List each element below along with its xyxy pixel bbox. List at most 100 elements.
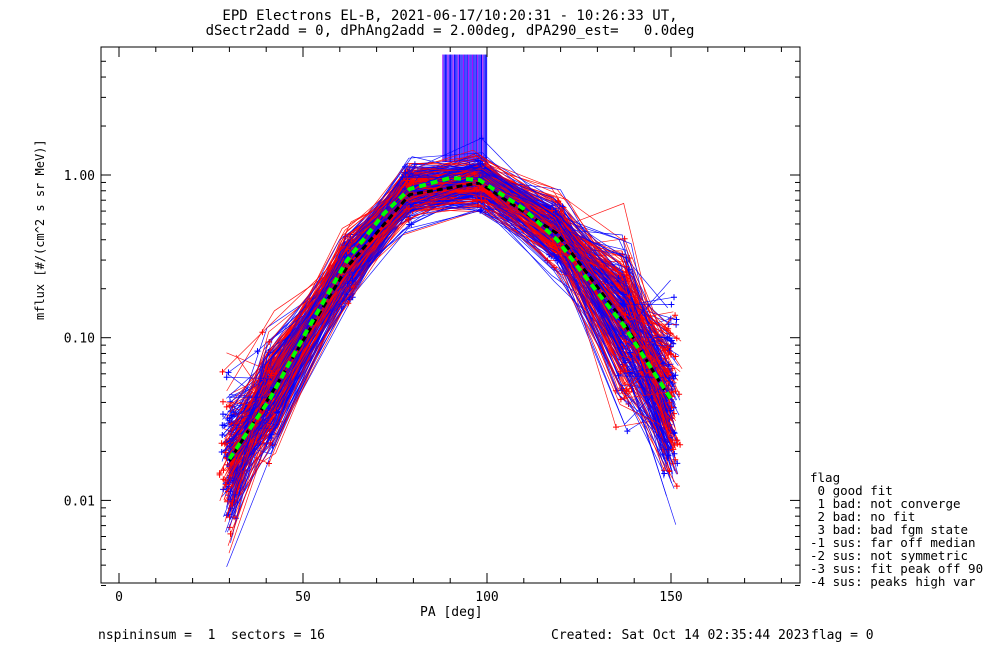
series-point bbox=[405, 205, 412, 212]
legend-entry: -3 sus: fit peak off 90 bbox=[810, 561, 984, 576]
series-point bbox=[410, 179, 417, 186]
series-point bbox=[225, 369, 232, 376]
series-point bbox=[273, 409, 280, 416]
series-point bbox=[615, 372, 622, 379]
series-point bbox=[344, 280, 351, 287]
series-line bbox=[227, 163, 671, 447]
series-point bbox=[553, 254, 560, 261]
series-point bbox=[662, 355, 669, 362]
series-point bbox=[408, 201, 414, 208]
chart-title-line2: dSectr2add = 0, dPhAng2add = 2.00deg, dP… bbox=[205, 23, 695, 39]
series-point bbox=[216, 470, 223, 477]
series-point bbox=[219, 422, 226, 429]
series-point bbox=[231, 514, 238, 521]
flag-legend: flag 0 good fit 1 bad: not converge 2 ba… bbox=[810, 471, 983, 588]
series-line bbox=[230, 188, 674, 464]
series-line bbox=[228, 200, 670, 491]
series-point bbox=[671, 450, 678, 457]
series-point bbox=[622, 338, 629, 345]
x-tick-label: 100 bbox=[475, 590, 498, 605]
x-axis-label: PA [deg] bbox=[420, 605, 483, 620]
series-point bbox=[266, 339, 273, 345]
series-point bbox=[222, 477, 229, 484]
series-point bbox=[557, 208, 564, 215]
series-point bbox=[671, 410, 677, 417]
series-point bbox=[220, 486, 227, 493]
series-line bbox=[228, 166, 671, 398]
series-point bbox=[673, 316, 680, 323]
series-point bbox=[411, 161, 418, 168]
series-line bbox=[222, 168, 669, 373]
footer-flag: flag = 0 bbox=[811, 628, 874, 643]
series-line bbox=[229, 156, 668, 443]
y-tick-label: 0.10 bbox=[64, 332, 95, 347]
series-point bbox=[477, 160, 484, 167]
vertical-lines-group bbox=[442, 54, 488, 163]
series-line bbox=[225, 210, 667, 496]
series-point bbox=[623, 387, 630, 394]
series-point bbox=[665, 321, 672, 328]
series-point bbox=[621, 301, 628, 308]
series-point bbox=[222, 449, 229, 456]
series-point bbox=[661, 470, 668, 477]
legend-entry: 2 bad: no fit bbox=[810, 509, 916, 524]
x-tick-label: 50 bbox=[295, 590, 311, 605]
series-point bbox=[665, 325, 672, 332]
series-point bbox=[221, 440, 228, 447]
series-point bbox=[674, 440, 681, 447]
series-point bbox=[673, 335, 680, 342]
series-point bbox=[348, 236, 355, 243]
series-line bbox=[234, 155, 672, 435]
series-point bbox=[478, 135, 485, 142]
legend-entry: -4 sus: peaks high var bbox=[810, 574, 976, 589]
series-point bbox=[266, 367, 273, 374]
series-group bbox=[216, 135, 684, 568]
series-point bbox=[624, 428, 631, 435]
series-point bbox=[254, 348, 261, 355]
series-point bbox=[621, 235, 628, 242]
series-point bbox=[259, 329, 266, 336]
series-point bbox=[627, 349, 633, 356]
series-point bbox=[404, 177, 411, 184]
series-point bbox=[672, 372, 679, 379]
series-line bbox=[222, 174, 667, 485]
series-point bbox=[219, 368, 226, 375]
series-point bbox=[227, 496, 234, 503]
series-point bbox=[621, 363, 627, 370]
series-line bbox=[234, 187, 673, 504]
series-point bbox=[613, 424, 619, 431]
series-point bbox=[406, 221, 413, 228]
series-point bbox=[266, 460, 272, 467]
x-tick-label: 150 bbox=[659, 590, 682, 605]
chart-title-line1: EPD Electrons EL-B, 2021-06-17/10:20:31 … bbox=[222, 8, 678, 24]
series-point bbox=[560, 204, 567, 211]
legend-title: flag bbox=[810, 470, 841, 485]
series-point bbox=[219, 432, 226, 438]
series-point bbox=[668, 301, 675, 308]
series-point bbox=[345, 300, 352, 307]
series-line bbox=[226, 169, 676, 466]
series-point bbox=[474, 157, 481, 164]
series-point bbox=[349, 277, 356, 284]
series-point bbox=[482, 197, 489, 204]
x-tick-label: 0 bbox=[115, 590, 123, 605]
series-line bbox=[224, 180, 677, 481]
y-axis-label: mflux [#/(cm^2 s sr MeV)] bbox=[33, 139, 47, 320]
series-point bbox=[677, 441, 684, 448]
series-line bbox=[221, 190, 671, 464]
series-line bbox=[231, 183, 670, 503]
series-point bbox=[218, 449, 225, 455]
legend-entry: 3 bad: bad fgm state bbox=[810, 522, 969, 537]
footer-spininfo: nspininsum = 1 sectors = 16 bbox=[98, 628, 325, 643]
series-line bbox=[231, 163, 669, 402]
series-point bbox=[399, 174, 406, 181]
series-point bbox=[665, 452, 672, 459]
series-point bbox=[666, 399, 673, 406]
series-point bbox=[220, 411, 226, 418]
y-tick-label: 1.00 bbox=[64, 169, 95, 184]
fit-curves-group bbox=[227, 175, 673, 462]
series-point bbox=[667, 350, 674, 357]
series-line bbox=[233, 179, 669, 496]
series-point bbox=[621, 395, 628, 402]
